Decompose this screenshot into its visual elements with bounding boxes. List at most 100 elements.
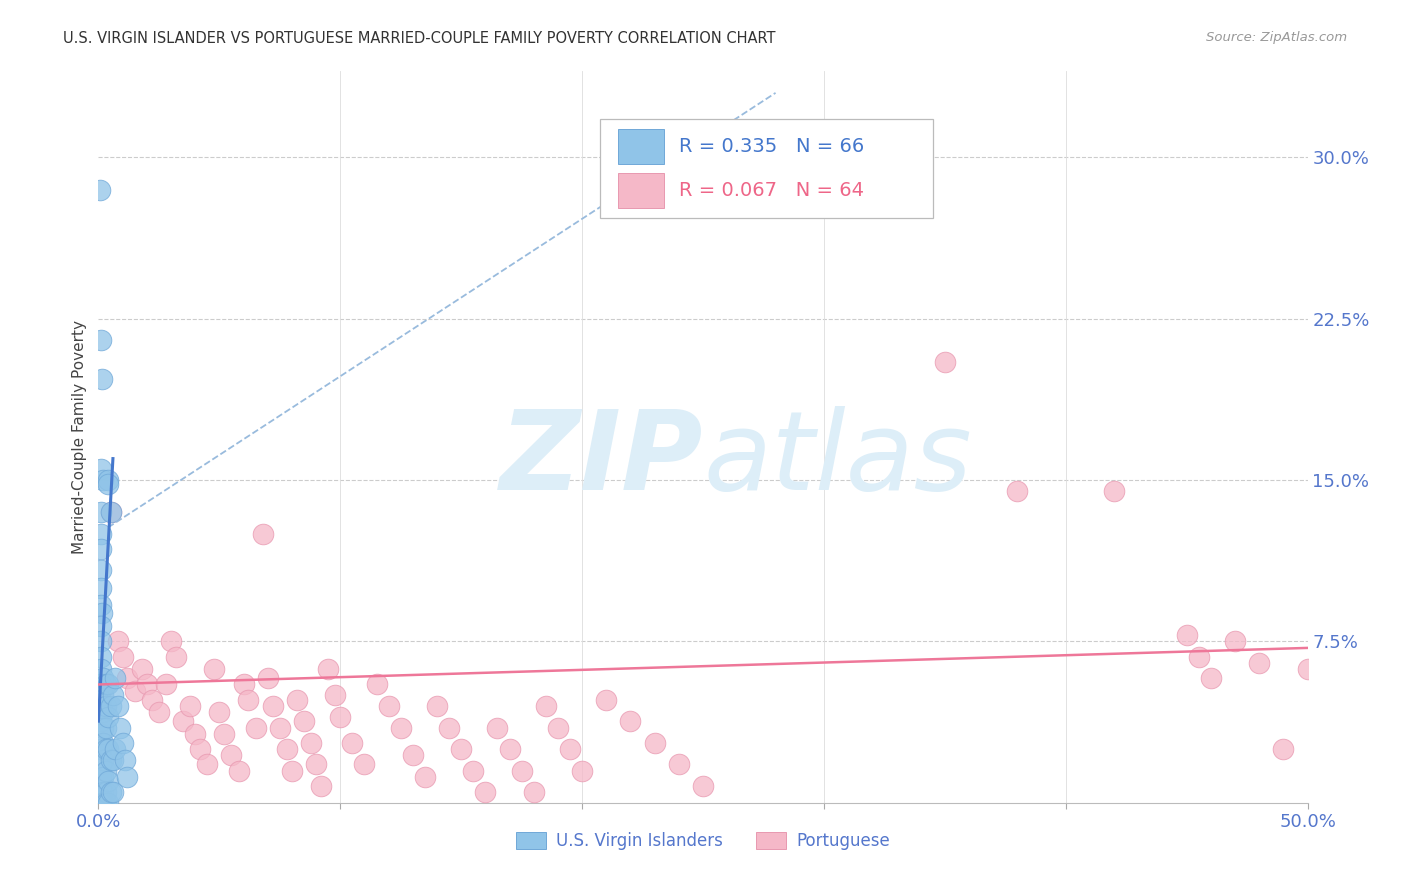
Point bbox=[90, 649, 112, 664]
Point bbox=[281, 764, 304, 778]
Point bbox=[97, 774, 120, 789]
Point bbox=[141, 692, 163, 706]
Point bbox=[91, 785, 114, 799]
Point bbox=[269, 721, 291, 735]
Point bbox=[329, 710, 352, 724]
Point bbox=[1188, 649, 1211, 664]
Point bbox=[285, 692, 308, 706]
Point bbox=[91, 473, 114, 487]
Text: R = 0.335   N = 66: R = 0.335 N = 66 bbox=[679, 137, 865, 156]
Point bbox=[107, 634, 129, 648]
Point bbox=[1007, 483, 1029, 498]
Point bbox=[389, 721, 412, 735]
Point bbox=[232, 677, 254, 691]
Point bbox=[238, 692, 260, 706]
Point bbox=[101, 688, 124, 702]
Point bbox=[316, 662, 339, 676]
Point bbox=[165, 649, 187, 664]
Point bbox=[90, 564, 112, 578]
Point bbox=[100, 505, 122, 519]
Point bbox=[208, 706, 231, 720]
Text: ZIP: ZIP bbox=[499, 406, 703, 513]
Point bbox=[463, 764, 485, 778]
Point bbox=[91, 706, 114, 720]
Point bbox=[94, 677, 117, 691]
Point bbox=[135, 677, 157, 691]
Point bbox=[179, 698, 201, 713]
Point bbox=[114, 753, 136, 767]
Point bbox=[90, 757, 112, 772]
Point bbox=[195, 757, 218, 772]
Point bbox=[644, 735, 666, 749]
Point bbox=[90, 783, 112, 797]
Point bbox=[91, 688, 114, 702]
Point bbox=[93, 796, 115, 810]
Point bbox=[91, 607, 114, 621]
FancyBboxPatch shape bbox=[600, 119, 932, 218]
Point bbox=[90, 714, 112, 728]
Point bbox=[188, 742, 211, 756]
Point bbox=[101, 753, 124, 767]
Point bbox=[299, 735, 322, 749]
Point bbox=[94, 796, 117, 810]
Point bbox=[245, 721, 267, 735]
Point bbox=[90, 677, 112, 691]
Point bbox=[90, 634, 112, 648]
Point bbox=[353, 757, 375, 772]
Point bbox=[90, 541, 112, 556]
Point bbox=[104, 671, 127, 685]
Point bbox=[160, 634, 183, 648]
Point bbox=[571, 764, 593, 778]
Point bbox=[1249, 656, 1271, 670]
Text: U.S. VIRGIN ISLANDER VS PORTUGUESE MARRIED-COUPLE FAMILY POVERTY CORRELATION CHA: U.S. VIRGIN ISLANDER VS PORTUGUESE MARRI… bbox=[63, 31, 776, 46]
Point bbox=[91, 796, 114, 810]
Point bbox=[91, 753, 114, 767]
Point bbox=[437, 721, 460, 735]
Point bbox=[90, 527, 112, 541]
Point bbox=[94, 721, 117, 735]
Point bbox=[91, 671, 114, 685]
Point bbox=[94, 698, 117, 713]
Point bbox=[108, 721, 131, 735]
Point bbox=[90, 796, 112, 810]
Text: Source: ZipAtlas.com: Source: ZipAtlas.com bbox=[1206, 31, 1347, 45]
Point bbox=[402, 748, 425, 763]
Point bbox=[292, 714, 315, 728]
Point bbox=[510, 764, 533, 778]
Point bbox=[256, 671, 278, 685]
Point bbox=[97, 677, 120, 691]
Point bbox=[172, 714, 194, 728]
Y-axis label: Married-Couple Family Poverty: Married-Couple Family Poverty bbox=[72, 320, 87, 554]
Point bbox=[523, 785, 546, 799]
Point bbox=[100, 785, 122, 799]
Point bbox=[90, 770, 112, 784]
Point bbox=[91, 770, 114, 784]
Point bbox=[94, 742, 117, 756]
Point bbox=[474, 785, 496, 799]
Point bbox=[100, 753, 122, 767]
Point bbox=[111, 649, 134, 664]
Point bbox=[91, 721, 114, 735]
Point bbox=[90, 727, 112, 741]
Point bbox=[377, 698, 399, 713]
Point bbox=[252, 527, 274, 541]
Legend: U.S. Virgin Islanders, Portuguese: U.S. Virgin Islanders, Portuguese bbox=[509, 825, 897, 856]
Point bbox=[309, 779, 332, 793]
Point bbox=[97, 710, 120, 724]
Point bbox=[90, 462, 112, 476]
Point bbox=[1199, 671, 1222, 685]
Point bbox=[94, 785, 117, 799]
Point bbox=[94, 764, 117, 778]
Point bbox=[1223, 634, 1246, 648]
Point bbox=[305, 757, 328, 772]
Point bbox=[131, 662, 153, 676]
Point bbox=[117, 770, 139, 784]
Bar bbox=[619, 129, 664, 164]
Point bbox=[342, 735, 364, 749]
Point bbox=[276, 742, 298, 756]
Point bbox=[124, 684, 146, 698]
Point bbox=[155, 677, 177, 691]
Point bbox=[111, 735, 134, 749]
Point bbox=[595, 692, 617, 706]
Point bbox=[90, 742, 112, 756]
